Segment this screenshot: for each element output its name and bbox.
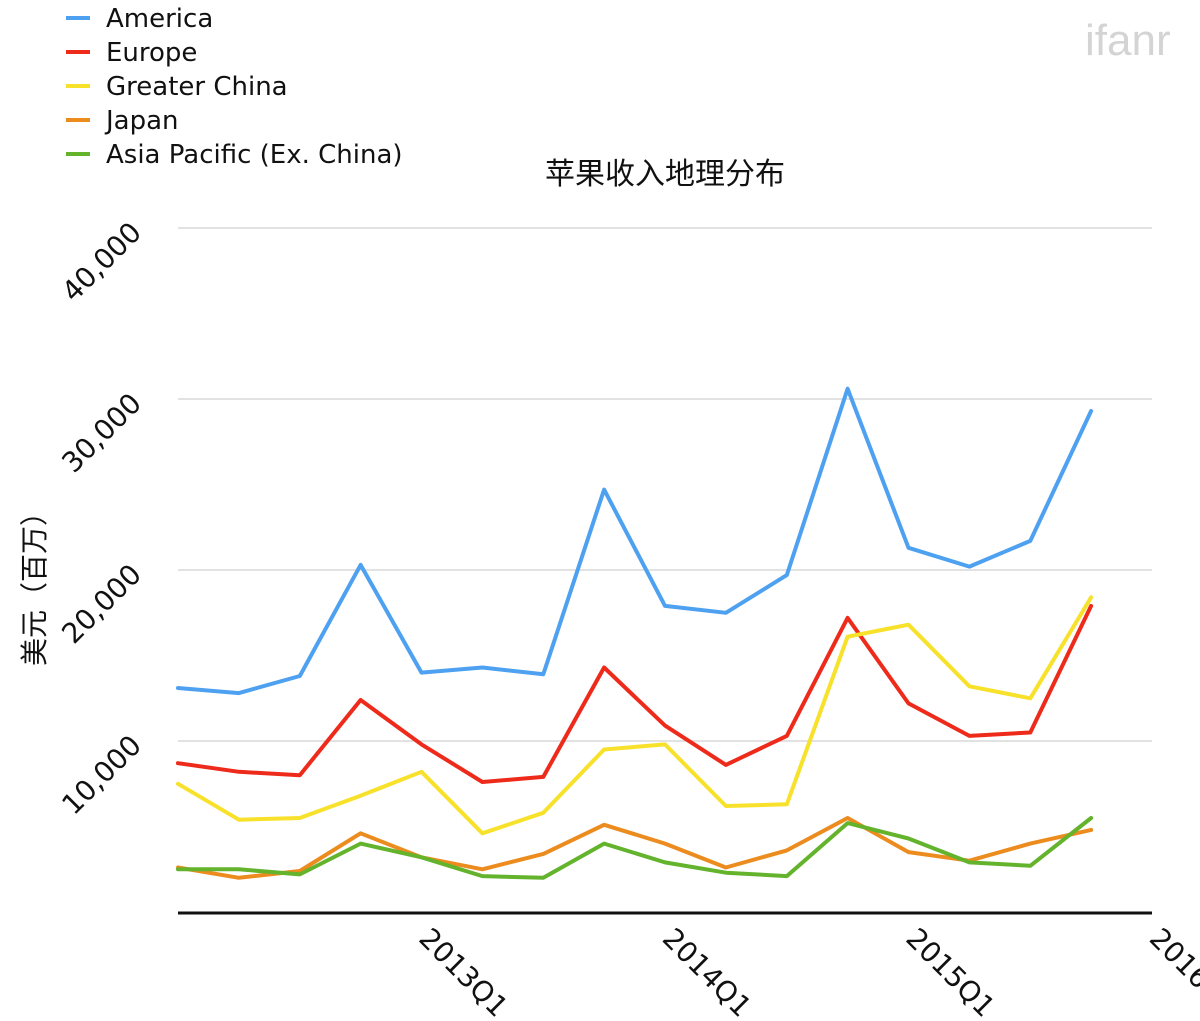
y-tick-label-30000: 30,000	[55, 387, 148, 480]
series-line-america	[176, 386, 1094, 696]
legend: America Europe Greater China Japan Asia Paci…	[66, 4, 403, 170]
series-line-asia-pacific-ex-china	[176, 816, 1094, 880]
x-tick-label-2016q1: 2016Q1	[1143, 922, 1200, 1021]
series-line-europe	[176, 603, 1094, 784]
watermark-text: ifanr	[1085, 16, 1171, 65]
y-tick-label-10000: 10,000	[55, 729, 148, 822]
gridlines	[178, 227, 1152, 742]
x-tick-label-2014q1: 2014Q1	[656, 922, 758, 1021]
legend-label-asia-pacific-ex-china: Asia Pacific (Ex. China)	[106, 140, 403, 170]
series-line-greater-china	[176, 595, 1094, 836]
x-tick-label-2013q1: 2013Q1	[413, 922, 515, 1021]
x-tick-label-2015q1: 2015Q1	[900, 922, 1002, 1021]
legend-label-greater-china: Greater China	[106, 72, 288, 102]
series-lines	[176, 386, 1094, 880]
legend-label-japan: Japan	[104, 106, 179, 136]
series-line-japan	[176, 816, 1094, 880]
y-axis-label: 美元（百万）	[18, 498, 51, 666]
x-axis-ticks: 2013Q1 2014Q1 2015Q1 2016Q1	[413, 922, 1200, 1021]
y-axis-ticks: 10,000 20,000 30,000 40,000	[55, 216, 148, 822]
y-tick-label-40000: 40,000	[55, 216, 148, 309]
legend-label-europe: Europe	[106, 38, 197, 68]
chart-title: 苹果收入地理分布	[545, 157, 785, 192]
y-tick-label-20000: 20,000	[55, 558, 148, 651]
legend-label-america: America	[106, 4, 213, 34]
watermark: ifanr	[1085, 16, 1171, 65]
